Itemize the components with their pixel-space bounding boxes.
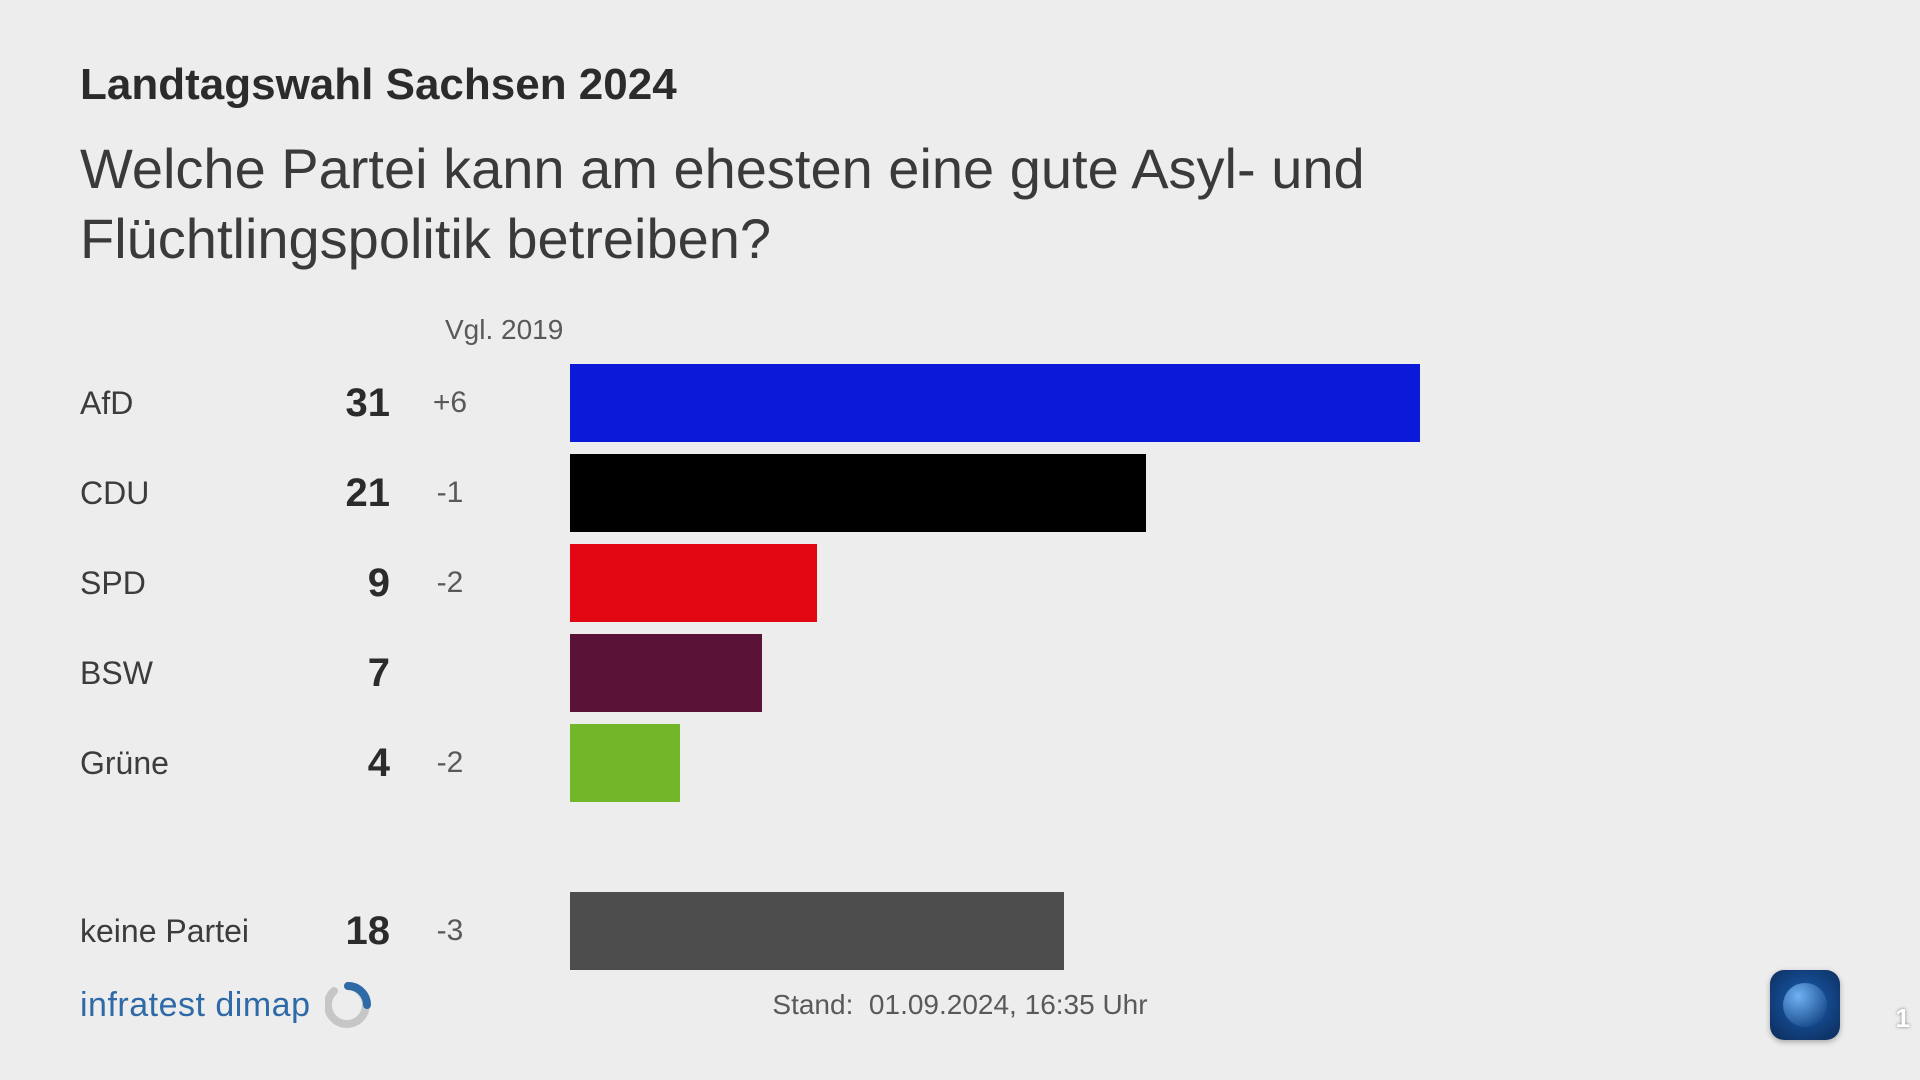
party-label: SPD — [80, 565, 280, 602]
channel-logo-icon: 1 — [1770, 970, 1840, 1040]
bar-cell — [510, 364, 1840, 442]
diff-label: -1 — [390, 476, 510, 510]
brand-text: infratest dimap — [80, 986, 311, 1025]
chart-row: Grüne4-2 — [80, 724, 1840, 802]
value-label: 4 — [280, 741, 390, 786]
bar-cell — [510, 454, 1840, 532]
value-label: 9 — [280, 561, 390, 606]
value-label: 7 — [280, 651, 390, 696]
chart-row: BSW7 — [80, 634, 1840, 712]
diff-label: -3 — [390, 914, 510, 948]
diff-label: -2 — [390, 746, 510, 780]
bar-cell — [510, 544, 1840, 622]
party-label: keine Partei — [80, 913, 280, 950]
page-header: Landtagswahl Sachsen 2024 — [80, 60, 1840, 110]
diff-label: +6 — [390, 386, 510, 420]
chart-question: Welche Partei kann am ehesten eine gute … — [80, 134, 1580, 274]
party-label: CDU — [80, 475, 280, 512]
chart-row: SPD9-2 — [80, 544, 1840, 622]
party-label: Grüne — [80, 745, 280, 782]
chart-row: CDU21-1 — [80, 454, 1840, 532]
footer: infratest dimap Stand: 01.09.2024, 16:35… — [0, 970, 1920, 1040]
bar — [570, 364, 1420, 442]
value-label: 21 — [280, 471, 390, 516]
value-label: 18 — [280, 909, 390, 954]
brand-logo-icon — [325, 982, 371, 1028]
bar-cell — [510, 634, 1840, 712]
bar — [570, 892, 1064, 970]
diff-label: -2 — [390, 566, 510, 600]
bar — [570, 724, 680, 802]
party-label: BSW — [80, 655, 280, 692]
chart-row: keine Partei18-3 — [80, 892, 1840, 970]
chart-row: AfD31+6 — [80, 364, 1840, 442]
bar — [570, 634, 762, 712]
value-label: 31 — [280, 381, 390, 426]
status-text: Stand: 01.09.2024, 16:35 Uhr — [772, 989, 1147, 1021]
bar-cell — [510, 724, 1840, 802]
party-label: AfD — [80, 385, 280, 422]
bar — [570, 454, 1146, 532]
compare-label: Vgl. 2019 — [445, 314, 1840, 346]
bar-chart: AfD31+6CDU21-1SPD9-2BSW7Grüne4-2keine Pa… — [80, 364, 1840, 970]
brand: infratest dimap — [80, 982, 371, 1028]
bar — [570, 544, 817, 622]
bar-cell — [510, 892, 1840, 970]
